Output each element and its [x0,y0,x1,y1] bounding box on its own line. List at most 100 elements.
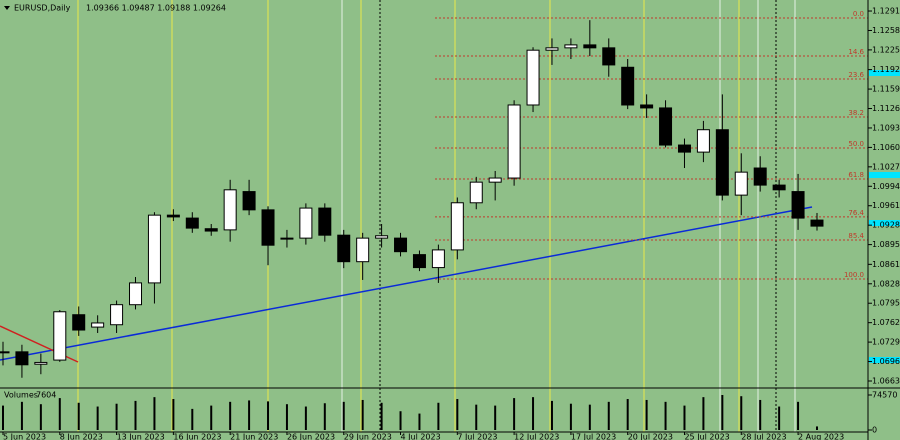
y-tick-label: 1.07625 [872,318,900,327]
candle-body [394,237,408,253]
candle-body [488,177,502,183]
candle-body [431,249,445,269]
y-tick-label: 1.08615 [872,260,900,269]
candle-body [185,217,199,229]
fib-label: 76.4 [848,209,864,217]
axis-markers [869,70,900,363]
candle-body [223,189,237,231]
candle-body [507,104,521,179]
candle-body [0,351,10,354]
candle-body [356,237,370,263]
x-tick-label: 4 Jul 2023 [401,433,441,440]
candle-body [261,209,275,246]
fib-label: 23.6 [848,71,864,79]
candle-body [242,191,256,211]
y-tick-label: 1.12915 [872,7,900,16]
x-tick-label: 25 Jul 2023 [684,433,729,440]
x-tick-label: 8 Jun 2023 [60,433,103,440]
candle-body [715,129,729,196]
candle-body [129,282,143,306]
volume-title: Volumes [4,391,38,400]
y-tick-label: 1.08285 [872,279,900,288]
candle-body [526,49,540,106]
candle-body [204,228,218,232]
x-tick-label: 17 Jul 2023 [571,433,616,440]
candle-body [583,44,597,49]
x-tick-label: 28 Jul 2023 [741,433,786,440]
x-tick-label: 5 Jun 2023 [3,433,46,440]
volume-current: 7604 [36,391,56,400]
y-tick-label: 1.10600 [872,143,900,152]
x-tick-label: 20 Jul 2023 [628,433,673,440]
y-tick-label: 1.06635 [872,376,900,385]
y-tick-label: 1.10270 [872,162,900,171]
candle-body [34,361,48,365]
y-tick-label: 1.08950 [872,240,900,249]
y-tick-label: 1.07955 [872,299,900,308]
fib-label: 14.6 [848,48,864,56]
fib-label: 50.0 [848,140,864,148]
x-tick-label: 16 Jun 2023 [173,433,221,440]
y-tick-label: 1.09610 [872,201,900,210]
candle-body [772,184,786,191]
candle-body [72,314,86,331]
candle-body [621,66,635,106]
y-tick-label: 1.11920 [872,65,900,74]
y-tick-label: 1.09940 [872,182,900,191]
candle-body [564,44,578,49]
candle-body [299,207,313,239]
trend-line [0,206,813,361]
candle-body [375,235,389,239]
y-tick-label: 1.11590 [872,85,900,94]
volume-tick-label: 0 [872,426,877,435]
x-tick-label: 26 Jun 2023 [287,433,335,440]
quote: 1.09366 1.09487 1.09188 1.09264 [86,4,226,13]
x-tick-label: 7 Jul 2023 [457,433,497,440]
candle-body [337,234,351,263]
plot [0,17,868,378]
candle-body [91,322,105,328]
y-tick-label: 1.09280 [872,221,900,230]
y-tick-label: 1.06965 [872,357,900,366]
x-tick-label: 2 Aug 2023 [798,433,844,440]
x-tick-label: 13 Jun 2023 [117,433,165,440]
candle-body [110,304,124,326]
candle-body [791,191,805,219]
fib-label: 100.0 [844,271,864,279]
candle-body [469,181,483,204]
candle-body [659,107,673,146]
candle-body [450,202,464,251]
candle-body [677,144,691,153]
volume-tick-label: 74570 [872,391,897,400]
candle-body [53,311,67,361]
fib-label: 61.8 [848,171,864,179]
fib-label: 38.2 [848,109,864,117]
y-tick-label: 1.07295 [872,338,900,347]
candle-body [810,219,824,227]
menu-arrow[interactable] [4,6,10,10]
y-tick-label: 1.12585 [872,26,900,35]
candle-body [15,351,29,366]
candle-body [147,214,161,284]
fib-label: 85.4 [848,232,864,240]
candle-body [602,47,616,66]
fib-label: 0.0 [853,10,864,18]
candle-body [696,129,710,153]
symbol: EURUSD,Daily [14,4,71,13]
candle-body [753,167,767,186]
candle-body [318,207,332,236]
y-tick-label: 1.12255 [872,45,900,54]
candle-body [166,214,180,218]
y-tick-label: 1.10930 [872,123,900,132]
candle-body [545,47,559,51]
candle-body [280,237,294,240]
candle-body [640,104,654,109]
x-tick-label: 21 Jun 2023 [230,433,278,440]
x-tick-label: 29 Jun 2023 [344,433,392,440]
candle-body [734,171,748,196]
x-tick-label: 12 Jul 2023 [514,433,559,440]
y-tick-label: 1.11260 [872,104,900,113]
candle-body [412,254,426,269]
